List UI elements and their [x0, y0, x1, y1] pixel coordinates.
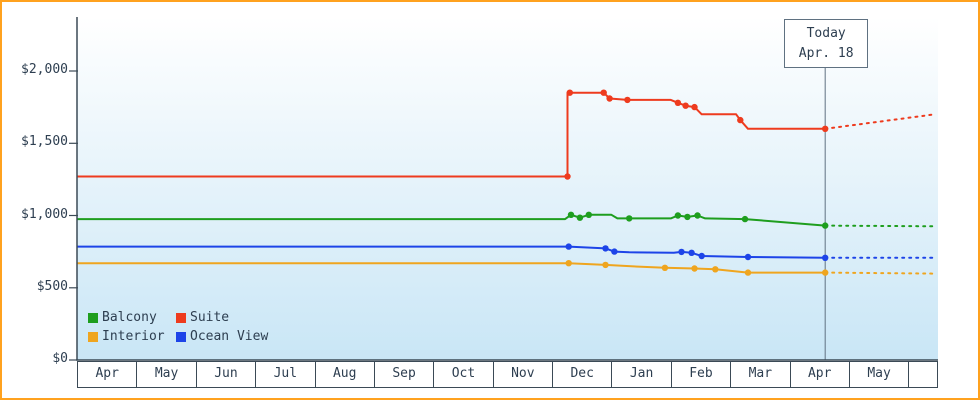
data-point-ocean-view	[602, 245, 609, 252]
data-point-ocean-view	[565, 243, 572, 250]
data-point-balcony	[626, 215, 633, 222]
forecast-line-suite	[824, 113, 936, 130]
legend-item-balcony: Balcony	[88, 310, 172, 325]
data-point-interior	[744, 269, 752, 276]
legend: Balcony Suite Interior Ocean View	[88, 310, 268, 344]
ocean-view-swatch-icon	[176, 331, 186, 342]
data-point-ocean-view	[822, 254, 829, 261]
series-line-suite	[77, 91, 826, 178]
data-point-interior	[602, 261, 609, 269]
data-point-balcony	[684, 213, 691, 221]
x-axis-month-label: Apr	[78, 362, 138, 387]
data-point-suite	[691, 103, 698, 111]
today-annotation: Today Apr. 18	[784, 19, 869, 68]
data-point-suite	[564, 173, 571, 180]
forecast-line-balcony	[824, 224, 936, 228]
today-label: Today	[806, 26, 846, 41]
x-axis-empty-cell	[909, 362, 937, 387]
x-axis-month-label: Sep	[375, 362, 435, 387]
x-axis-month-label: Apr	[791, 362, 850, 387]
x-axis-month-label: May	[137, 362, 197, 387]
x-axis-month-label: Oct	[434, 362, 494, 387]
data-point-ocean-view	[678, 248, 685, 256]
data-point-balcony	[694, 212, 701, 219]
data-point-ocean-view	[611, 248, 618, 255]
data-point-ocean-view	[744, 253, 752, 261]
data-point-suite	[606, 95, 613, 102]
series-line-balcony	[77, 213, 826, 227]
suite-swatch-icon	[176, 312, 186, 323]
data-point-interior	[712, 266, 719, 273]
legend-item-interior: Interior	[88, 329, 172, 344]
legend-label-balcony: Balcony	[102, 310, 157, 325]
data-point-balcony	[822, 222, 829, 229]
legend-item-ocean-view: Ocean View	[176, 329, 268, 344]
data-point-suite	[682, 102, 689, 109]
data-point-suite	[624, 96, 631, 104]
x-axis-month-label: Jul	[256, 362, 316, 387]
x-axis-month-label: Aug	[316, 362, 375, 387]
series-line-ocean-view	[77, 245, 826, 259]
data-point-ocean-view	[688, 249, 695, 256]
legend-label-interior: Interior	[102, 329, 165, 344]
data-point-suite	[600, 89, 607, 96]
legend-item-suite: Suite	[176, 310, 268, 325]
x-axis-month-label: Nov	[494, 362, 553, 387]
data-point-balcony	[567, 211, 575, 218]
forecast-line-interior	[824, 271, 936, 275]
x-axis-month-label: Feb	[672, 362, 732, 387]
plot-background	[77, 17, 938, 360]
data-point-balcony	[576, 214, 584, 221]
data-point-suite	[737, 116, 744, 124]
balcony-swatch-icon	[88, 312, 98, 323]
legend-label-ocean-view: Ocean View	[190, 329, 269, 344]
data-point-interior	[661, 264, 669, 271]
x-axis-month-label: May	[850, 362, 910, 387]
y-axis-label: $500	[36, 278, 68, 294]
data-point-suite	[674, 99, 682, 107]
data-point-balcony	[741, 215, 749, 223]
y-axis-label: $0	[52, 351, 68, 366]
data-point-suite	[566, 89, 573, 96]
legend-label-suite: Suite	[190, 310, 230, 325]
data-point-interior	[691, 265, 698, 272]
data-point-ocean-view	[698, 252, 705, 260]
data-point-balcony	[674, 212, 682, 219]
data-point-balcony	[585, 211, 592, 218]
x-axis-month-label: Jun	[197, 362, 257, 387]
data-point-interior	[565, 260, 572, 267]
y-axis-label: $2,000	[21, 62, 68, 77]
x-axis-month-label: Jan	[612, 362, 672, 387]
x-axis-month-label: Mar	[731, 362, 791, 387]
today-date: Apr. 18	[798, 45, 854, 61]
x-axis-month-row: Apr May Jun Jul Aug Sep Oct Nov Dec Jan Feb Mar Apr M…	[77, 361, 938, 388]
y-axis-label: $1,000	[21, 206, 68, 222]
interior-swatch-icon	[88, 331, 98, 342]
y-axis-label: $1,500	[21, 134, 68, 150]
data-point-suite	[822, 125, 829, 132]
data-point-interior	[822, 269, 829, 276]
x-axis-month-label: Dec	[553, 362, 613, 387]
